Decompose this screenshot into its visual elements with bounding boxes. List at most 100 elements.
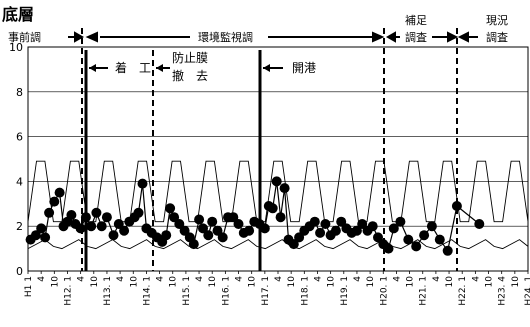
data-point xyxy=(101,212,112,223)
data-point xyxy=(244,225,255,236)
data-point xyxy=(75,223,86,234)
x-tick-label: H24. 1 xyxy=(524,276,530,306)
x-tick-label: H15. 1 xyxy=(182,276,192,306)
x-tick-label: 10 xyxy=(327,276,337,288)
x-tick-label: H16. 1 xyxy=(221,276,231,306)
x-tick-label: 4 xyxy=(156,276,166,282)
data-point xyxy=(40,232,51,243)
y-tick-label: 4 xyxy=(16,175,23,188)
x-tick-label: H19. 1 xyxy=(340,276,350,306)
data-point xyxy=(279,183,290,194)
data-point xyxy=(395,216,406,227)
grid-lines xyxy=(28,46,528,272)
x-tick-label: 4 xyxy=(313,276,323,282)
y-tick-label: 2 xyxy=(16,220,23,233)
period-label-current-2: 調査 xyxy=(486,30,508,44)
data-point xyxy=(161,230,172,241)
data-point xyxy=(198,223,208,234)
data-point xyxy=(351,225,362,236)
data-point xyxy=(330,225,341,236)
x-tick-label: H14. 1 xyxy=(142,276,152,306)
data-point xyxy=(419,230,430,241)
data-point xyxy=(86,221,97,232)
x-tick-label: 4 xyxy=(37,276,47,282)
x-tick-label: 10 xyxy=(208,276,218,288)
x-tick-label: 4 xyxy=(432,276,442,282)
data-point xyxy=(403,234,414,245)
x-tick-label: 4 xyxy=(471,276,481,282)
data-point xyxy=(442,245,453,256)
x-tick-label: 4 xyxy=(235,276,245,282)
x-tick-label: 10 xyxy=(50,276,60,288)
data-point xyxy=(228,212,239,223)
period-arrows xyxy=(68,31,478,43)
x-tick-label: 10 xyxy=(287,276,297,288)
data-point xyxy=(267,203,278,214)
plot-area xyxy=(27,46,529,272)
data-point xyxy=(80,212,91,223)
annotation-airport-opening: 開港 xyxy=(292,61,316,75)
event-annotations: 着 工 防止膜 撤 去 開港 xyxy=(89,50,316,83)
y-tick-label: 8 xyxy=(16,86,23,99)
x-tick-label: H17. 1 xyxy=(261,276,271,306)
x-tick-label: 10 xyxy=(129,276,139,288)
data-point xyxy=(367,221,378,232)
y-tick-label: 6 xyxy=(16,131,23,144)
data-point xyxy=(383,243,394,254)
observed-points xyxy=(25,176,485,256)
data-point xyxy=(271,176,282,187)
x-tick-label: H20. 1 xyxy=(379,276,389,306)
period-label-pre-survey: 事前調 xyxy=(8,30,41,44)
data-point xyxy=(315,227,326,238)
data-point xyxy=(30,230,41,241)
data-point xyxy=(203,230,214,241)
x-tick-label: 10 xyxy=(406,276,416,288)
x-tick-label: 10 xyxy=(445,276,455,288)
data-point xyxy=(137,178,148,189)
x-tick-label: 10 xyxy=(485,276,495,288)
data-point xyxy=(119,225,130,236)
annotation-construction: 着 工 xyxy=(115,60,151,75)
data-point xyxy=(108,230,119,241)
data-point xyxy=(133,207,144,218)
x-tick-label: H12. 1 xyxy=(63,276,73,306)
data-point xyxy=(96,221,107,232)
x-tick-label: H21. 1 xyxy=(419,276,429,306)
data-point xyxy=(194,214,205,225)
data-point xyxy=(288,239,299,250)
chart-title: 底層 xyxy=(2,5,34,24)
x-tick-label: 10 xyxy=(248,276,258,288)
data-point xyxy=(320,219,331,229)
data-point xyxy=(188,239,199,250)
x-tick-label: 4 xyxy=(116,276,126,282)
y-tick-label: 0 xyxy=(16,265,23,278)
data-point xyxy=(434,234,445,245)
y-tick-label: 10 xyxy=(9,41,23,54)
lower-envelope-line xyxy=(27,239,529,250)
period-label-monitoring: 環境監視調 xyxy=(198,30,253,44)
data-point xyxy=(113,219,124,229)
data-point xyxy=(174,219,185,229)
data-point xyxy=(451,201,462,211)
x-tick-label: 4 xyxy=(77,276,87,282)
y-axis: 0 2 4 6 8 10 xyxy=(9,41,23,278)
data-point xyxy=(474,219,485,229)
data-point xyxy=(207,216,218,227)
data-point xyxy=(169,212,180,223)
data-point xyxy=(165,203,176,214)
x-tick-label: 4 xyxy=(195,276,205,282)
data-point xyxy=(217,232,228,243)
data-point xyxy=(66,210,77,220)
x-tick-label: H22. 1 xyxy=(458,276,468,306)
data-point xyxy=(388,223,399,234)
data-point xyxy=(49,196,60,207)
x-tick-label: 4 xyxy=(353,276,363,282)
period-label-current-1: 現況 xyxy=(486,13,508,27)
data-point xyxy=(44,207,55,218)
x-tick-label: H13. 1 xyxy=(103,276,113,306)
x-tick-label: 4 xyxy=(392,276,402,282)
period-label-supplement-2: 調査 xyxy=(405,30,427,44)
upper-envelope-line xyxy=(27,160,529,223)
x-tick-label: H18. 1 xyxy=(300,276,310,306)
